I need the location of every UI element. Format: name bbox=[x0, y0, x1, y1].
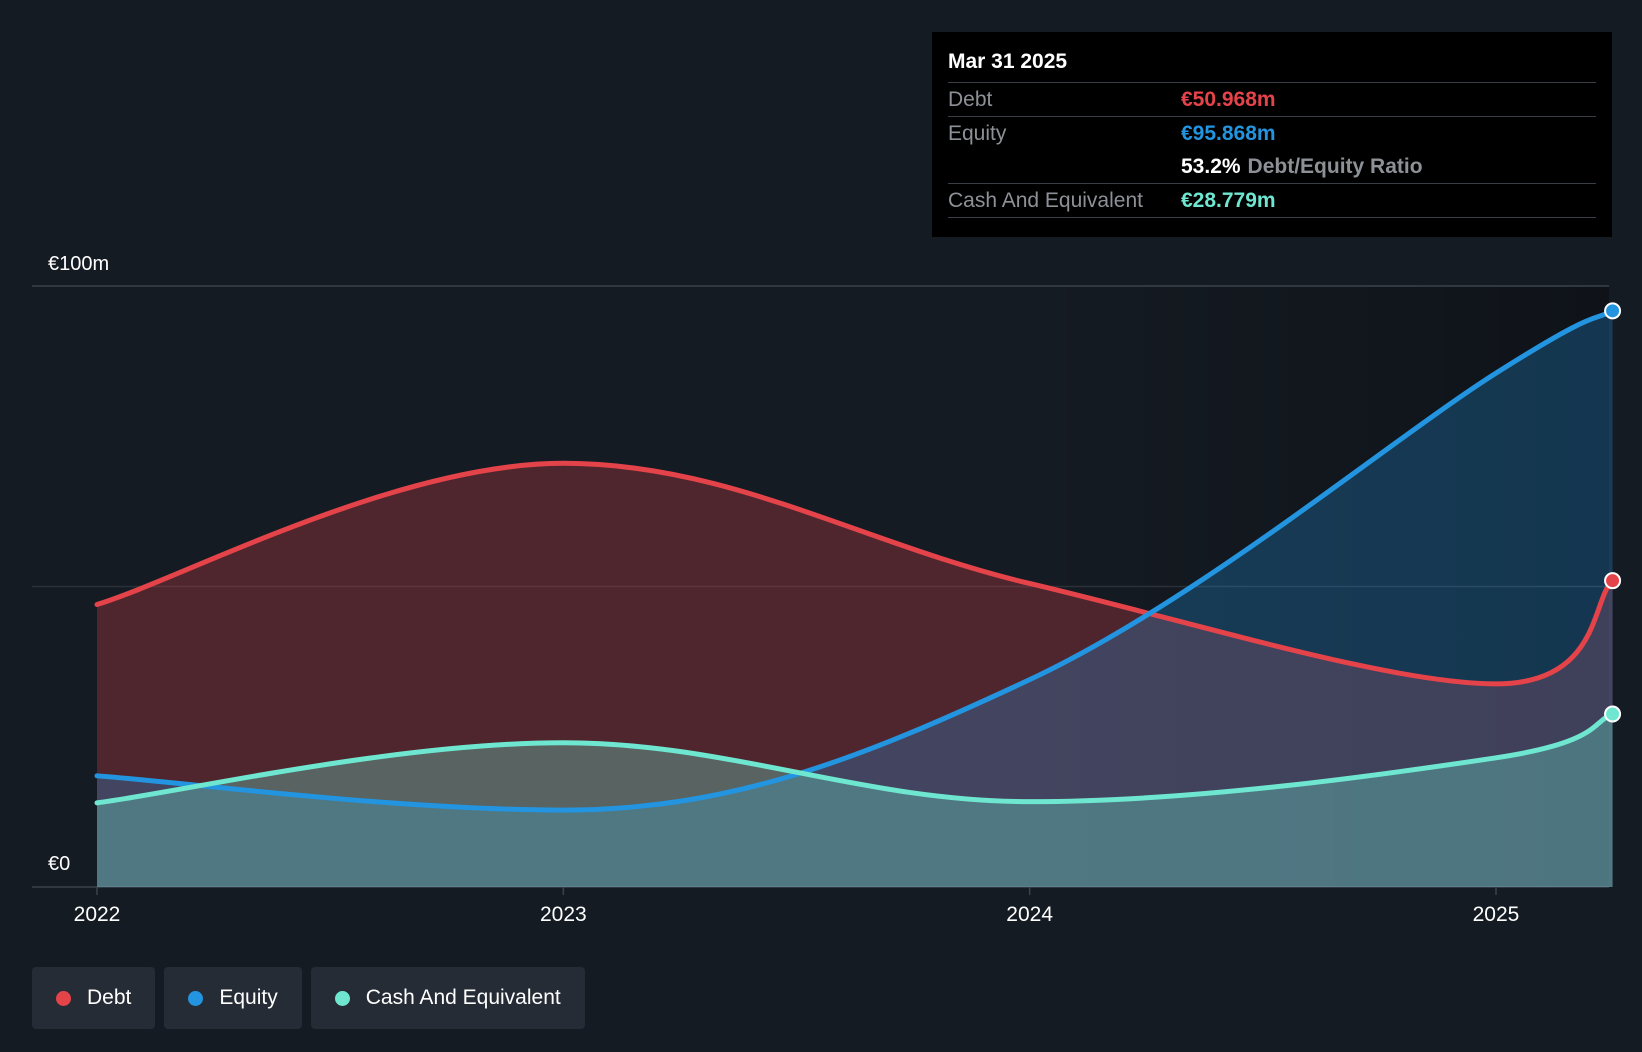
tooltip-equity-value: €95.868m bbox=[1181, 121, 1276, 145]
tooltip-ratio-label: Debt/Equity Ratio bbox=[1247, 154, 1423, 178]
area-debt bbox=[97, 463, 1613, 887]
point-debt-last bbox=[1604, 572, 1622, 590]
tooltip: Mar 31 2025 Debt €50.968m Equity €95.868… bbox=[932, 32, 1612, 237]
tooltip-debt-label: Debt bbox=[948, 87, 993, 111]
legend-item-equity[interactable]: Equity bbox=[164, 967, 302, 1029]
equity-dot-icon bbox=[188, 990, 204, 1006]
tooltip-debt-value: €50.968m bbox=[1181, 87, 1276, 111]
legend-cash-label: Cash And Equivalent bbox=[365, 986, 561, 1009]
legend: Debt Equity Cash And Equivalent bbox=[32, 967, 585, 1029]
legend-item-cash[interactable]: Cash And Equivalent bbox=[310, 967, 585, 1029]
tooltip-ratio-value: 53.2% bbox=[1181, 154, 1241, 178]
x-tick-label: 2023 bbox=[540, 903, 587, 926]
y-tick-label: €100m bbox=[48, 253, 109, 275]
x-tick-label: 2022 bbox=[74, 903, 121, 926]
tooltip-cash-row: Cash And Equivalent €28.779m bbox=[948, 183, 1596, 218]
point-cash-last bbox=[1604, 705, 1622, 723]
cash-dot-icon bbox=[334, 990, 350, 1006]
area-equity bbox=[97, 310, 1613, 887]
tooltip-date: Mar 31 2025 bbox=[948, 50, 1068, 73]
legend-item-debt[interactable]: Debt bbox=[32, 967, 156, 1029]
tooltip-debt-row: Debt €50.968m bbox=[948, 82, 1596, 116]
series-line-cash bbox=[94, 711, 1616, 806]
area-cash bbox=[97, 714, 1613, 887]
tooltip-equity-row: Equity €95.868m bbox=[948, 116, 1596, 150]
legend-equity-label: Equity bbox=[219, 986, 278, 1009]
x-tick-label: 2025 bbox=[1473, 903, 1520, 926]
tooltip-ratio-row: 53.2% Debt/Equity Ratio bbox=[948, 150, 1596, 183]
legend-debt-label: Debt bbox=[87, 986, 132, 1009]
y-tick-label: €0 bbox=[48, 853, 70, 875]
series-line-equity bbox=[94, 308, 1616, 813]
point-equity-last bbox=[1604, 302, 1622, 320]
series-line-debt bbox=[94, 460, 1616, 687]
tooltip-cash-label: Cash And Equivalent bbox=[948, 188, 1143, 212]
tooltip-cash-value: €28.779m bbox=[1181, 188, 1276, 212]
debt-dot-icon bbox=[56, 990, 71, 1006]
tooltip-equity-label: Equity bbox=[948, 121, 1007, 145]
x-tick-label: 2024 bbox=[1006, 903, 1053, 926]
